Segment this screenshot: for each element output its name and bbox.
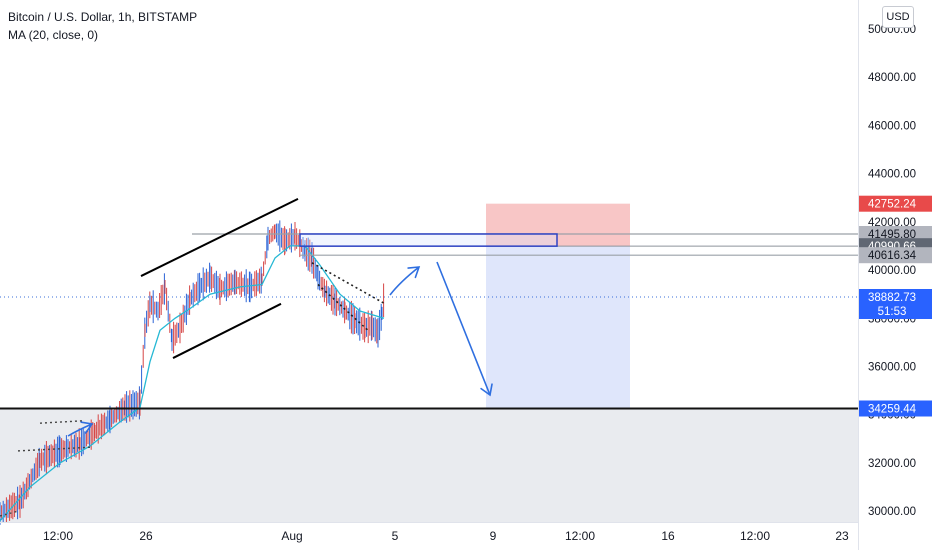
supply-zone — [299, 233, 558, 247]
support-zone — [0, 408, 858, 522]
channel-lower-line — [172, 302, 282, 359]
stop-loss-zone — [486, 203, 630, 247]
time-tick-label: 12:00 — [565, 529, 595, 543]
level-high-label-bg — [859, 226, 932, 242]
price-tick-label: 44000.00 — [868, 169, 916, 181]
price-tick-label: 32000.00 — [868, 458, 916, 470]
dotted-line — [39, 420, 85, 424]
time-tick-label: Aug — [281, 529, 302, 543]
price-tick-label: 30000.00 — [868, 506, 916, 518]
support-price-label: 34259.44 — [868, 404, 917, 416]
falling-wedge-lower — [317, 283, 369, 331]
price-tick-label: 46000.00 — [868, 120, 916, 132]
countdown-label: 51:53 — [878, 306, 907, 318]
time-tick-label: 23 — [835, 529, 849, 543]
stop-price-label-bg — [859, 195, 932, 212]
arrow-head-right — [407, 266, 421, 279]
current-price-bg — [859, 289, 932, 319]
price-tick-label: 36000.00 — [868, 362, 916, 374]
chart-legend: Bitcoin / U.S. Dollar, 1h, BITSTAMP MA (… — [8, 8, 197, 44]
falling-wedge-upper — [311, 262, 386, 305]
price-tick-label: 40000.00 — [868, 265, 916, 277]
time-tick-label: 5 — [392, 529, 399, 543]
time-tick-label: 9 — [490, 529, 497, 543]
time-tick-label: 12:00 — [740, 529, 770, 543]
arrow-curve-left — [67, 423, 93, 437]
dotted-line — [17, 446, 91, 452]
stop-price-label: 42752.24 — [868, 199, 917, 211]
indicator-label: MA (20, close, 0) — [8, 28, 99, 42]
level-high-label: 41495.80 — [868, 229, 916, 241]
level-low-label: 40616.34 — [868, 250, 917, 262]
arrow-curve-right — [389, 266, 420, 296]
time-tick-label: 26 — [139, 529, 153, 543]
arrow-head-left — [80, 421, 94, 434]
price-tick-label: 48000.00 — [868, 72, 916, 84]
currency-button[interactable]: USD — [882, 6, 914, 28]
current-price-label: 38882.73 — [868, 292, 916, 304]
level-low-label-bg — [859, 247, 932, 264]
channel-upper-line — [140, 198, 299, 277]
arrow-down-line — [436, 261, 491, 396]
support-price-label-bg — [859, 400, 932, 417]
ma-line — [0, 245, 385, 522]
dotted-line — [0, 510, 19, 517]
time-tick-label: 12:00 — [43, 529, 73, 543]
take-profit-zone — [486, 246, 630, 409]
symbol-title: Bitcoin / U.S. Dollar, 1h, BITSTAMP — [8, 10, 198, 24]
price-tick-label: 42000.00 — [868, 217, 916, 229]
arrow-head-down — [480, 383, 493, 397]
time-tick-label: 16 — [661, 529, 675, 543]
